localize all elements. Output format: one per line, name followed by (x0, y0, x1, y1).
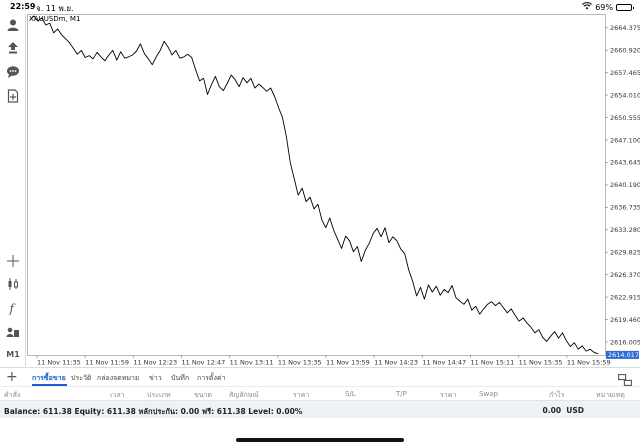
col-swap: Swap (479, 390, 498, 398)
battery-icon (616, 3, 634, 11)
tab-news[interactable]: ข่าว (149, 374, 162, 382)
x-tick-label: 11 Nov 13:59 (326, 359, 370, 367)
chart-area[interactable]: 2664.375 2660.920 2657.465 2654.010 2650.555… (27, 14, 640, 367)
total-profit-currency: USD (566, 406, 584, 415)
candles-icon[interactable] (4, 275, 22, 293)
chat-icon[interactable] (4, 63, 22, 81)
x-tick-label: 11 Nov 12:47 (182, 359, 226, 367)
status-bar: 22:59 จ. 11 พ.ย. 69% (0, 0, 640, 14)
objects-icon[interactable] (4, 323, 22, 341)
current-price-label: 2614.017 (608, 351, 639, 359)
col-comment: หมายเหตุ (596, 391, 625, 399)
col-order: คำสั่ง (4, 391, 21, 399)
y-tick-label: 2643.645 (610, 159, 640, 167)
y-tick-label: 2616.005 (610, 338, 640, 346)
x-tick-label: 11 Nov 11:59 (85, 359, 129, 367)
y-tick-label: 2636.735 (610, 204, 640, 212)
x-tick-label: 11 Nov 13:35 (278, 359, 322, 367)
y-tick-label: 2664.375 (610, 24, 640, 32)
y-tick-label: 2640.190 (610, 181, 640, 189)
col-type: ประเภท (147, 391, 171, 399)
x-tick-label: 11 Nov 14:47 (422, 359, 466, 367)
col-volume: ขนาด (194, 391, 213, 399)
tab-history[interactable]: ประวัติ (71, 374, 92, 382)
x-tick-label: 11 Nov 15:59 (567, 359, 611, 367)
y-tick-label: 2660.920 (610, 47, 640, 55)
y-tick-label: 2633.280 (610, 226, 640, 234)
x-tick-label: 11 Nov 15:11 (471, 359, 515, 367)
status-right: 69% (582, 2, 634, 12)
balance-bar: Balance: 611.38 Equity: 611.38 หลักประกั… (0, 400, 640, 418)
layout-toggle-icon[interactable] (618, 371, 632, 386)
y-tick-label: 2647.100 (610, 136, 640, 144)
orders-column-headers: คำสั่ง เวลา ประเภท ขนาด สัญลักษณ์ ราคา S… (0, 386, 640, 400)
y-tick-label: 2626.370 (610, 271, 640, 279)
status-time: 22:59 (10, 2, 36, 11)
x-tick-label: 11 Nov 13:11 (230, 359, 274, 367)
home-indicator[interactable] (236, 438, 404, 442)
tab-settings[interactable]: การตั้งค่า (197, 374, 226, 382)
y-tick-label: 2657.465 (610, 69, 640, 77)
price-chart[interactable]: 2664.375 2660.920 2657.465 2654.010 2650.555… (27, 14, 640, 367)
tab-mailbox[interactable]: กล่องจดหมาย (97, 374, 140, 382)
chart-frame (27, 14, 606, 356)
y-tick-label: 2650.555 (610, 114, 640, 122)
accounts-icon[interactable] (4, 16, 22, 34)
left-toolbar: f M1 (0, 14, 26, 367)
y-tick-label: 2619.460 (610, 316, 640, 324)
terminal-tabs-bar: + การซื้อขาย ประวัติ กล่องจดหมาย ข่าว บั… (0, 367, 640, 386)
col-symbol: สัญลักษณ์ (229, 391, 259, 399)
status-date: จ. 11 พ.ย. (36, 4, 74, 13)
timeframe-button[interactable]: M1 (6, 350, 20, 359)
trade-icon[interactable] (4, 39, 22, 57)
active-tab-indicator (32, 384, 67, 386)
battery-percent: 69% (595, 2, 613, 12)
y-tick-label: 2654.010 (610, 91, 640, 99)
col-price: ราคา (293, 391, 310, 399)
y-tick-label: 2622.915 (610, 293, 640, 301)
crosshair-icon[interactable] (4, 252, 22, 270)
price-series-line (29, 15, 599, 355)
chart-symbol-title: XAUUSDm, M1 (29, 15, 81, 23)
col-current-price: ราคา (440, 391, 457, 399)
y-tick-label: 2629.825 (610, 249, 640, 257)
wifi-icon (582, 2, 593, 12)
x-tick-label: 11 Nov 12:23 (133, 359, 177, 367)
new-document-icon[interactable] (4, 87, 22, 105)
add-button[interactable]: + (6, 369, 18, 385)
x-tick-label: 11 Nov 14:23 (374, 359, 418, 367)
function-icon[interactable]: f (4, 299, 22, 317)
current-price-tag (606, 350, 639, 359)
col-time: เวลา (110, 391, 125, 399)
total-profit-value: 0.00 (542, 406, 562, 415)
tab-trade[interactable]: การซื้อขาย (32, 374, 66, 382)
col-sl: S/L (345, 390, 356, 398)
total-profit: 0.00 USD (543, 406, 584, 415)
balance-summary: Balance: 611.38 Equity: 611.38 หลักประกั… (4, 407, 303, 416)
x-tick-label: 11 Nov 11:35 (37, 359, 81, 367)
tab-journal[interactable]: บันทึก (171, 374, 190, 382)
x-tick-label: 11 Nov 15:35 (519, 359, 563, 367)
col-tp: T/P (396, 390, 407, 398)
svg-text:f: f (9, 302, 17, 316)
col-profit: กำไร (549, 391, 565, 399)
